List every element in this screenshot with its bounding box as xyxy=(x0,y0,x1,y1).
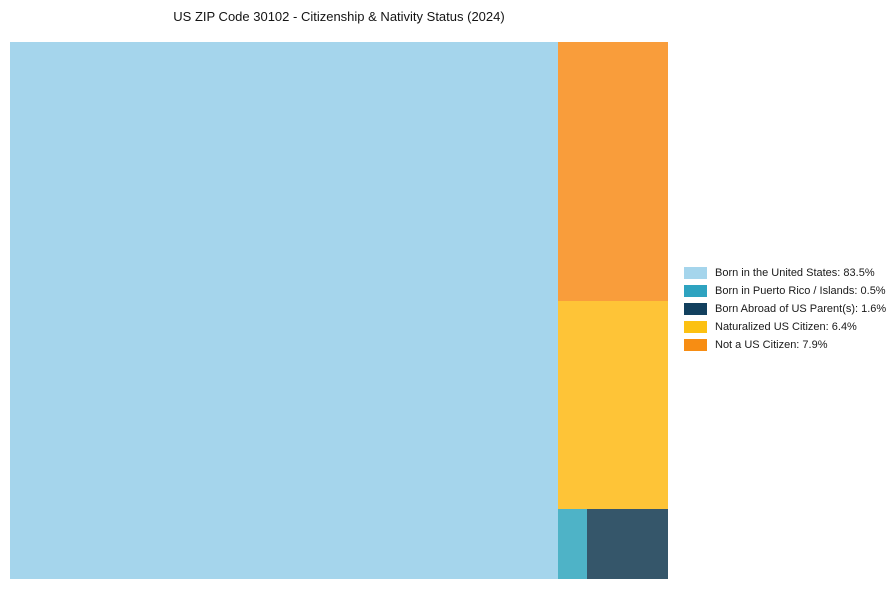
legend-label: Naturalized US Citizen: 6.4% xyxy=(715,321,857,333)
treemap-rect xyxy=(587,509,668,579)
treemap-rect xyxy=(558,301,668,509)
legend-item: Born in Puerto Rico / Islands: 0.5% xyxy=(684,285,886,297)
legend-swatch xyxy=(684,267,707,279)
legend-swatch xyxy=(684,339,707,351)
treemap-rect xyxy=(10,42,558,579)
chart-legend: Born in the United States: 83.5% Born in … xyxy=(684,267,886,357)
legend-label: Born in the United States: 83.5% xyxy=(715,267,875,279)
treemap-chart xyxy=(10,42,668,579)
legend-label: Not a US Citizen: 7.9% xyxy=(715,339,828,351)
legend-swatch xyxy=(684,321,707,333)
chart-title: US ZIP Code 30102 - Citizenship & Nativi… xyxy=(173,9,505,24)
legend-item: Born Abroad of US Parent(s): 1.6% xyxy=(684,303,886,315)
legend-swatch xyxy=(684,285,707,297)
treemap-rect xyxy=(558,509,587,579)
legend-label: Born in Puerto Rico / Islands: 0.5% xyxy=(715,285,886,297)
legend-item: Not a US Citizen: 7.9% xyxy=(684,339,886,351)
treemap-rect xyxy=(558,42,668,301)
legend-item: Born in the United States: 83.5% xyxy=(684,267,886,279)
legend-swatch xyxy=(684,303,707,315)
legend-label: Born Abroad of US Parent(s): 1.6% xyxy=(715,303,887,315)
legend-item: Naturalized US Citizen: 6.4% xyxy=(684,321,886,333)
